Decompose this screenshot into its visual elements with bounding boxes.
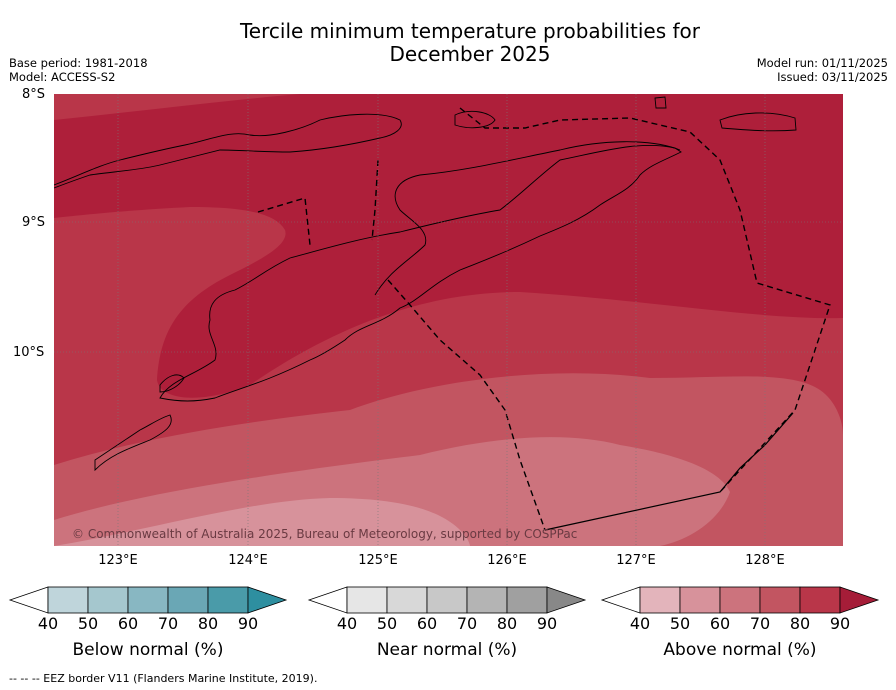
colorbar-below-segment [47,586,89,614]
model-name: Model: ACCESS-S2 [9,70,116,84]
colorbar-above-segment [639,586,681,614]
colorbars [8,586,880,614]
colorbar-near-segment [386,586,428,614]
colorbar-near-segment [506,586,548,614]
colorbar-near-tick: 90 [536,614,558,633]
colorbar-above-segment [759,586,801,614]
flores-coastline [54,113,402,189]
copyright-note: © Commonwealth of Australia 2025, Bureau… [72,527,578,541]
colorbar-below-tick: 70 [157,614,179,633]
colorbar-below-segment [127,586,169,614]
eez-border-west [371,159,379,241]
lon-label-125e: 125°E [358,553,398,568]
colorbar-below-tick: 60 [117,614,139,633]
colorbar-below-label: Below normal (%) [72,640,224,660]
colorbar-above-tick: 70 [749,614,771,633]
colorbar-below-tick: 50 [77,614,99,633]
colorbar-above-segment [799,586,841,614]
colorbar-near-tick: 80 [496,614,518,633]
small-island-east [654,96,667,109]
colorbar-near-tick: 50 [376,614,398,633]
colorbar-near-segment [426,586,468,614]
colorbar-near-label: Near normal (%) [376,640,518,660]
lon-label-123e: 123°E [98,553,138,568]
colorbar-below-segment [207,586,249,614]
eez-borders [257,107,831,531]
colorbar-near-tick: 70 [456,614,478,633]
lat-label-9s: 9°S [22,215,46,230]
colorbar-below-segment [167,586,209,614]
probability-field [54,94,843,546]
title-line-2: December 2025 [389,42,551,66]
colorbar-below-over-arrow [247,586,288,614]
graticule [54,94,843,546]
issued-date: Issued: 03/11/2025 [777,70,888,84]
colorbar-below-tick: 40 [37,614,59,633]
lon-label-127e: 127°E [616,553,656,568]
colorbar-above-segment [679,586,721,614]
colorbar-above-tick: 50 [669,614,691,633]
colorbar-above-under-arrow [600,586,641,614]
title-line-1: Tercile minimum temperature probabilitie… [239,19,701,43]
colorbar-above-segment [719,586,761,614]
semau-coastline [159,374,185,393]
colorbar-near-segment [466,586,508,614]
map-title: Tercile minimum temperature probabilitie… [0,20,896,66]
wetar-coastline [719,112,797,132]
colorbar-above-label: Above normal (%) [663,640,817,660]
eez-solid-segment [544,412,794,531]
colorbar-above-tick: 40 [629,614,651,633]
colorbar-near-over-arrow [546,586,587,614]
eez-legend-note: -- -- -- EEZ border V11 (Flanders Marine… [9,672,318,685]
band-50 [54,498,470,546]
timor-coastline [159,144,682,402]
model-run: Model run: 01/11/2025 [756,56,888,70]
eez-border-north [459,107,831,493]
meta-left: Base period: 1981-2018 Model: ACCESS-S2 [9,56,148,84]
lat-label-8s: 8°S [22,87,46,102]
coastlines [54,96,797,472]
lon-label-128e: 128°E [745,553,785,568]
colorbar-above-tick: 60 [709,614,731,633]
lon-label-126e: 126°E [487,553,527,568]
lat-label-10s: 10°S [13,345,45,360]
colorbar-below-tick: 80 [197,614,219,633]
eez-border-oecusse [257,197,311,246]
eez-border-south [387,279,546,531]
rote-coastline [94,414,172,472]
colorbar-below-under-arrow [8,586,49,614]
colorbar-above-tick: 90 [829,614,851,633]
alor-coastline [454,110,496,129]
west-timor-north-coast [374,141,681,296]
colorbar-near-segment [346,586,388,614]
colorbar-near-under-arrow [307,586,348,614]
colorbar-above-over-arrow [839,586,880,614]
colorbar-near-tick: 60 [416,614,438,633]
colorbar-below-segment [87,586,129,614]
colorbar-near-tick: 40 [336,614,358,633]
lon-label-124e: 124°E [228,553,268,568]
base-period: Base period: 1981-2018 [9,56,148,70]
colorbar-above-tick: 80 [789,614,811,633]
colorbar-below-tick: 90 [237,614,259,633]
meta-right: Model run: 01/11/2025 Issued: 03/11/2025 [757,56,888,84]
